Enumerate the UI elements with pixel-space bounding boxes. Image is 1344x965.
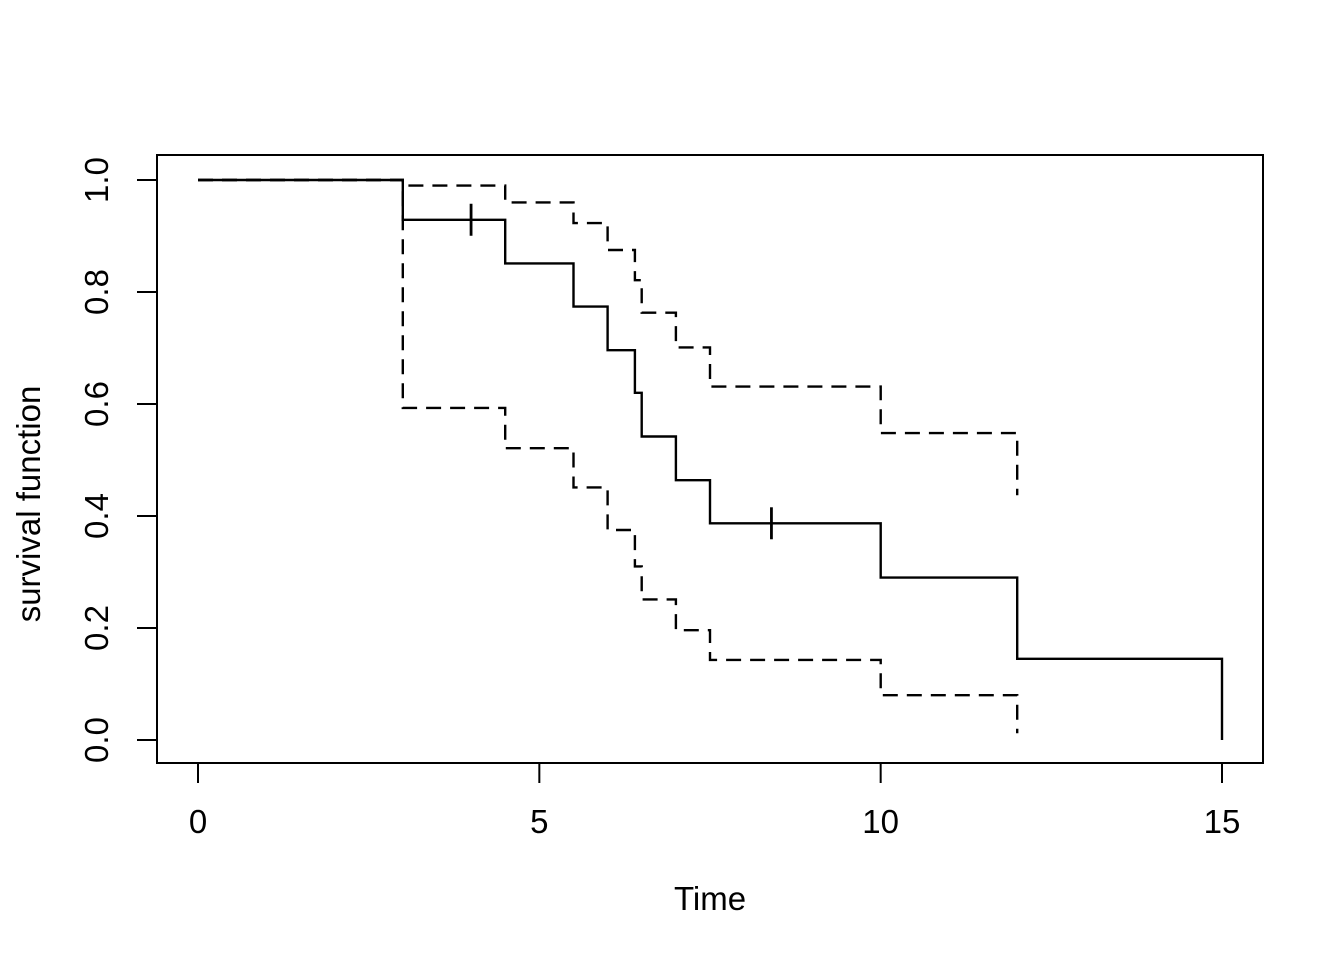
survival-curves	[198, 178, 1224, 740]
x-tick-label: 5	[530, 803, 548, 840]
y-tick-label: 0.0	[78, 717, 115, 763]
y-tick-label: 0.2	[78, 605, 115, 651]
y-axis-ticks: 0.0 0.2 0.4 0.6 0.8 1.0	[78, 157, 157, 763]
y-tick-label: 0.6	[78, 381, 115, 427]
y-tick-label: 0.8	[78, 269, 115, 315]
x-axis-title: Time	[674, 880, 746, 917]
x-tick-label: 15	[1204, 803, 1241, 840]
confidence-band-curve	[198, 178, 1019, 496]
x-tick-label: 0	[189, 803, 207, 840]
y-axis-title: survival function	[10, 386, 47, 623]
y-tick-label: 0.4	[78, 493, 115, 539]
survival-step-curve	[198, 178, 1224, 740]
x-tick-label: 10	[862, 803, 899, 840]
plot-box	[156, 154, 1264, 764]
censor-marks	[469, 203, 773, 540]
y-tick-label: 1.0	[78, 157, 115, 203]
confidence-band-curve	[198, 178, 1019, 734]
x-axis-ticks: 0 5 10 15	[189, 763, 1241, 840]
